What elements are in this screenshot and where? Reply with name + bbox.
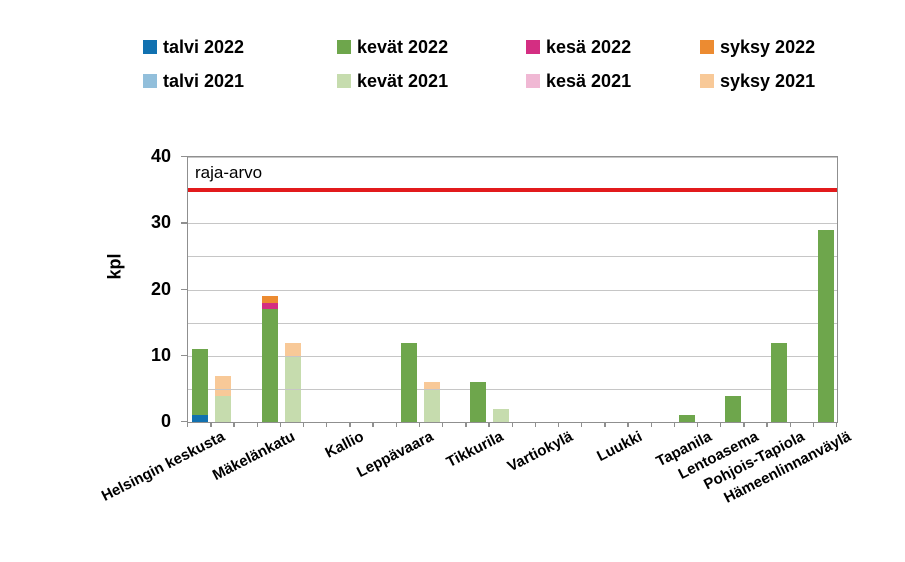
bar-segment-h-meenlinnanv-yl--kev-t-2022	[817, 229, 834, 422]
bar-segment-tikkurila-kev-t-2022	[470, 382, 487, 422]
x-category-label-tikkurila: Tikkurila	[443, 428, 507, 472]
bar-segment-m-kel-nkatu-kes-2022	[261, 302, 278, 310]
x-tick-mark	[581, 422, 583, 427]
x-tick-mark	[349, 422, 351, 427]
x-tick-mark	[418, 422, 421, 427]
bar-segment-lepp-vaara-syksy-2021	[423, 382, 440, 389]
legend-item-kev-t-2022: kevät 2022	[337, 36, 448, 58]
x-category-label-helsingin-keskusta: Helsingin keskusta	[99, 428, 228, 505]
x-tick-mark	[395, 422, 397, 427]
x-tick-mark	[488, 422, 490, 427]
bar-segment-m-kel-nkatu-kev-t-2022	[261, 309, 278, 422]
x-tick-mark	[465, 422, 467, 427]
legend-item-talvi-2021: talvi 2021	[143, 70, 244, 92]
legend-item-kev-t-2021: kevät 2021	[337, 70, 448, 92]
x-tick-mark	[511, 422, 513, 427]
legend-label: syksy 2021	[720, 70, 816, 91]
legend-label: kesä 2021	[546, 70, 632, 91]
y-tick-mark	[181, 156, 187, 158]
bar-segment-pohjois-tapiola-kev-t-2022	[771, 342, 788, 422]
y-tick-label-40: 40	[150, 146, 171, 166]
legend-swatch-icon	[700, 74, 714, 88]
x-tick-mark	[789, 422, 792, 427]
gridline-25	[188, 256, 837, 258]
x-tick-mark	[441, 422, 444, 427]
x-category-label-vartiokyl-: Vartiokylä	[504, 428, 576, 476]
x-tick-mark	[302, 422, 305, 427]
gridline-15	[188, 322, 837, 324]
x-tick-mark	[650, 422, 652, 427]
threshold-label: raja-arvo	[195, 163, 263, 182]
legend-label: kevät 2021	[357, 70, 449, 91]
legend-label: talvi 2022	[163, 36, 245, 57]
x-tick-mark	[187, 422, 189, 427]
x-category-label-kallio: Kallio	[322, 428, 367, 462]
x-category-label-luukki: Luukki	[594, 428, 646, 466]
bar-segment-m-kel-nkatu-syksy-2021	[284, 342, 301, 356]
x-tick-mark	[743, 422, 745, 427]
x-category-label-lepp-vaara: Leppävaara	[354, 428, 437, 482]
bar-segment-tapanila-kev-t-2022	[678, 415, 695, 422]
x-tick-mark	[210, 422, 212, 427]
plot-area: raja-arvo	[187, 156, 838, 423]
bar-segment-lentoasema-kev-t-2022	[725, 395, 742, 422]
legend-swatch-icon	[143, 74, 157, 88]
x-tick-mark	[233, 422, 235, 427]
legend-label: kevät 2022	[357, 36, 449, 57]
bar-segment-helsingin-keskusta-kev-t-2021	[215, 395, 232, 422]
bar-segment-helsingin-keskusta-syksy-2021	[215, 375, 232, 396]
gridline-5	[188, 388, 837, 390]
y-tick-label-20: 20	[150, 278, 171, 299]
gridline-30	[188, 223, 837, 225]
y-tick-mark	[181, 354, 187, 357]
x-tick-mark	[812, 422, 815, 427]
y-tick-label-10: 10	[150, 344, 171, 365]
y-axis-title: kpl	[104, 253, 125, 280]
legend-swatch-icon	[700, 40, 714, 54]
y-tick-label-30: 30	[150, 212, 171, 233]
gridline-10	[188, 355, 837, 357]
legend-item-talvi-2022: talvi 2022	[143, 36, 244, 58]
legend-swatch-icon	[337, 74, 351, 88]
legend-label: syksy 2022	[720, 36, 816, 57]
bar-segment-lepp-vaara-kev-t-2022	[400, 342, 417, 422]
x-tick-mark	[534, 422, 537, 427]
legend-swatch-icon	[526, 40, 540, 54]
gridline-40	[188, 157, 837, 158]
legend-item-syksy-2022: syksy 2022	[700, 36, 815, 58]
y-tick-mark	[181, 421, 187, 423]
legend-item-syksy-2021: syksy 2021	[700, 70, 815, 92]
legend-item-kes-2022: kesä 2022	[526, 36, 631, 58]
x-tick-mark	[627, 422, 629, 427]
x-tick-mark	[836, 422, 838, 427]
y-tick-label-0: 0	[160, 411, 171, 431]
legend-swatch-icon	[143, 40, 157, 54]
bar-segment-helsingin-keskusta-talvi-2022	[192, 415, 208, 422]
x-tick-mark	[720, 422, 722, 427]
legend-item-kes-2021: kesä 2021	[526, 70, 631, 92]
y-tick-mark	[181, 288, 187, 290]
bar-segment-lepp-vaara-kev-t-2021	[423, 388, 440, 422]
bar-segment-tikkurila-kev-t-2021	[493, 408, 510, 422]
x-tick-mark	[557, 422, 560, 427]
legend-swatch-icon	[337, 40, 351, 54]
x-tick-mark	[604, 422, 606, 427]
x-tick-mark	[766, 422, 768, 427]
gridline-20	[188, 289, 837, 291]
x-tick-mark	[279, 422, 282, 427]
bar-segment-m-kel-nkatu-syksy-2022	[261, 296, 278, 303]
x-tick-mark	[696, 422, 699, 427]
bar-segment-helsingin-keskusta-kev-t-2022	[192, 349, 208, 416]
legend-label: talvi 2021	[163, 70, 245, 91]
threshold-line	[188, 188, 837, 193]
x-tick-mark	[326, 422, 328, 427]
x-tick-mark	[372, 422, 374, 427]
x-tick-mark	[256, 422, 258, 427]
legend-swatch-icon	[526, 74, 540, 88]
x-tick-mark	[673, 422, 676, 427]
y-tick-mark	[181, 222, 187, 224]
legend-label: kesä 2022	[546, 36, 632, 57]
